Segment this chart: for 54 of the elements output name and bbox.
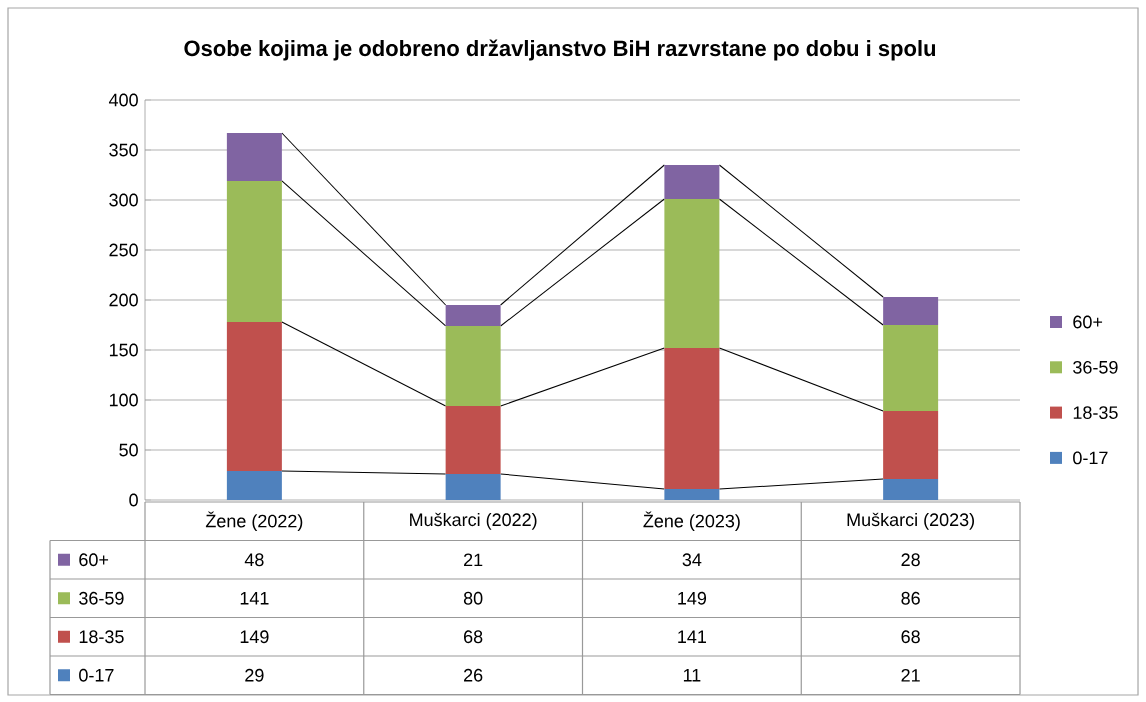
y-tick-label: 150 [109,343,138,357]
data-label: 80 [463,591,483,605]
data-label: 21 [464,553,483,567]
text: 0-17 [79,668,114,682]
bar [226,322,282,471]
bar [445,474,501,500]
data-label: 34 [682,553,702,567]
bar [226,181,282,322]
x-tick-label: Muškarci (2022) [410,512,537,530]
bar [664,347,720,489]
bar [226,471,282,500]
data-label: 68 [464,630,483,644]
text: 60+ [79,553,109,567]
x-tick-label: Žene (2023) [643,511,740,531]
y-tick-label: 100 [109,393,138,407]
y-tick-label: 250 [109,243,138,257]
bar [883,324,939,411]
bar [445,305,501,326]
data-label: 68 [901,630,920,644]
data-label: 11 [683,669,701,682]
text: 36-59 [79,591,124,605]
data-label: 21 [901,668,920,682]
bar [445,406,501,474]
legend-label: 60+ [1073,315,1103,329]
bar [664,198,720,348]
bar [883,479,939,500]
bar [883,410,939,479]
data-label: 141 [678,630,707,643]
bar [883,297,939,325]
data-label: 149 [240,630,269,644]
bar [226,133,282,181]
y-tick-label: 200 [109,293,138,307]
y-tick-label: 0 [129,493,138,507]
text: 18-35 [79,630,124,644]
x-tick-label: Muškarci (2023) [847,512,975,530]
bar [664,489,720,500]
legend-label: 0-17 [1073,451,1108,465]
x-tick-label: Žene (2022) [205,511,303,531]
data-label: 26 [464,668,483,682]
data-label: 141 [240,592,269,605]
y-tick-label: 50 [119,443,138,457]
legend-label: 36-59 [1073,360,1118,374]
data-label: 28 [901,553,920,567]
bar [664,165,720,199]
y-tick-label: 300 [109,193,138,207]
data-label: 86 [901,591,920,605]
data-label: 48 [244,553,264,567]
data-label: 29 [245,668,264,682]
y-tick-label: 350 [109,143,138,157]
bar [445,326,501,406]
chart-title: Osobe kojima je odobreno državljanstvo BiH razvrstane po dobu i spolu [184,39,936,61]
data-label: 149 [678,591,707,605]
y-tick-label: 400 [108,93,138,107]
legend-label: 18-35 [1073,406,1118,419]
